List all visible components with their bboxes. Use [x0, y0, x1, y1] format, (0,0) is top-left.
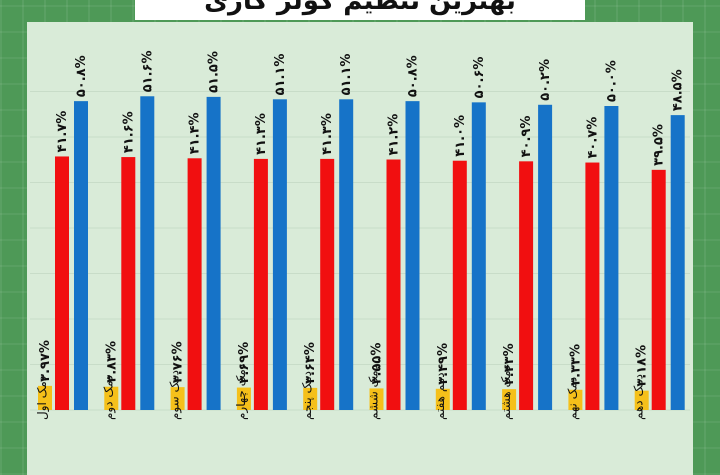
category-label: دمک پنجم: [300, 371, 314, 420]
bar-value-label: ۴۱.۶%: [121, 111, 136, 153]
category-label: دمک ششم: [367, 365, 381, 420]
bar: [38, 385, 52, 410]
bar: [452, 160, 467, 410]
bar: [320, 158, 335, 410]
bar-value-label: ۳.۷۶%: [171, 341, 186, 383]
bar: [236, 387, 251, 410]
category-label: دمم هفتم: [433, 372, 447, 420]
bar-value-label: ۴۱.۲%: [387, 114, 402, 156]
bar: [471, 102, 486, 411]
bar-value-label: ۳.۵۵%: [370, 343, 385, 385]
bar-value-label: ۳.۳۳%: [568, 344, 583, 386]
bar-value-label: ۴۱.۳%: [320, 113, 335, 155]
bar: [121, 157, 136, 410]
bar: [670, 115, 685, 411]
bar-value-label: ۴۱.۷%: [55, 111, 70, 153]
bar: [253, 158, 268, 410]
bar: [140, 96, 155, 410]
bar-value-label: ۵۰.۸%: [406, 55, 421, 97]
chart-title: بهترین تنظیم کولر گازی: [204, 0, 516, 16]
bar: [604, 106, 619, 410]
bar: [634, 390, 649, 410]
bar: [187, 158, 202, 410]
bar: [435, 388, 450, 410]
bar-value-label: ۴۰.۷%: [585, 117, 600, 159]
bar-value-label: ۵۰.۸%: [74, 55, 89, 97]
bar: [104, 386, 119, 410]
bar-value-label: ۵۱.۶%: [140, 50, 155, 92]
bar-value-label: ۳۹.۵%: [652, 124, 667, 166]
bar-value-label: ۳.۴۳%: [502, 343, 517, 385]
bar-value-label: ۴۸.۵%: [671, 69, 686, 111]
bar: [502, 389, 517, 410]
bar: [170, 387, 185, 410]
bar-value-label: ۵۰.۰%: [604, 60, 619, 102]
bar: [405, 101, 420, 411]
bar-value-label: ۵۱.۵%: [207, 51, 222, 93]
bar: [74, 101, 88, 411]
category-label: دمک سوم: [168, 370, 183, 420]
bar-value-label: ۴۱.۴%: [188, 113, 203, 155]
bar: [651, 169, 666, 410]
category-label: دمک اول: [35, 376, 50, 420]
category-label: دمک دوم: [101, 375, 116, 420]
bar: [568, 389, 583, 410]
bar-value-label: ۳.۸۳%: [104, 341, 119, 383]
title-box: بهترین تنظیم کولر گازی: [135, 0, 585, 20]
bar-value-label: ۵۱.۱%: [273, 54, 288, 96]
bar-value-label: ۵۰.۲%: [538, 59, 553, 101]
bar-value-label: ۵۰.۶%: [472, 57, 487, 99]
bar-value-label: ۵۱.۱%: [339, 54, 354, 96]
bar: [519, 161, 534, 410]
bar-value-label: ۳.۶۴%: [303, 342, 318, 384]
category-label: دمک چهارم: [234, 364, 249, 420]
category-label: دمک دهم: [632, 374, 646, 420]
bar: [303, 387, 318, 410]
bar: [386, 159, 401, 410]
bar-value-label: ۳.۱۸%: [635, 345, 650, 387]
bar-value-label: ۳.۶۹%: [237, 342, 252, 384]
bar: [206, 96, 221, 410]
bar: [538, 104, 553, 410]
bar-value-label: ۴۱.۰%: [453, 115, 468, 157]
bar-value-label: ۴۰.۹%: [519, 116, 534, 158]
bar: [369, 388, 384, 410]
bar: [585, 162, 600, 410]
category-label: دمک هشتم: [499, 365, 513, 420]
bar-value-label: ۴۱.۳%: [254, 113, 269, 155]
bar: [339, 99, 354, 410]
bar: [272, 99, 287, 410]
bar-value-label: ۳.۴۹%: [436, 343, 451, 385]
bar-value-label: ۳.۹۷%: [38, 340, 53, 382]
bar: [55, 156, 69, 410]
category-label: دمک نهم: [565, 377, 579, 420]
